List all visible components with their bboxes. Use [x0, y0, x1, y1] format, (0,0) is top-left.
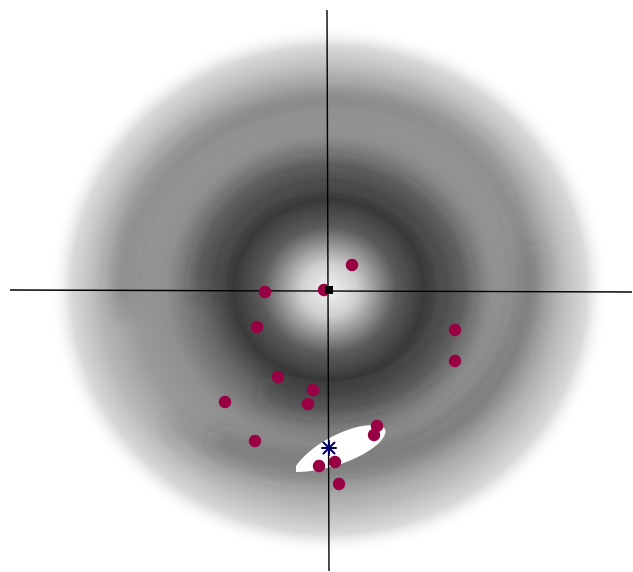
scatter-point	[448, 323, 462, 337]
scatter-point	[258, 285, 272, 299]
spiral-band-inner	[192, 159, 469, 415]
spiral-band-lower	[163, 244, 544, 483]
scatter-point	[332, 477, 346, 491]
scatter-point	[312, 459, 326, 473]
star-line-diagonal-b	[322, 441, 336, 455]
spiral-band-outer	[109, 86, 540, 471]
scatter-point	[248, 434, 262, 448]
scatter-point	[301, 397, 315, 411]
scatter-point	[306, 383, 320, 397]
scatter-point	[345, 258, 359, 272]
scatter-point	[328, 455, 342, 469]
star-marker	[321, 440, 337, 456]
scatter-point	[448, 354, 462, 368]
scatter-point	[218, 395, 232, 409]
scatter-point	[250, 320, 264, 334]
scatter-point	[367, 428, 381, 442]
scatter-point	[271, 370, 285, 384]
center-square-marker	[325, 286, 333, 294]
